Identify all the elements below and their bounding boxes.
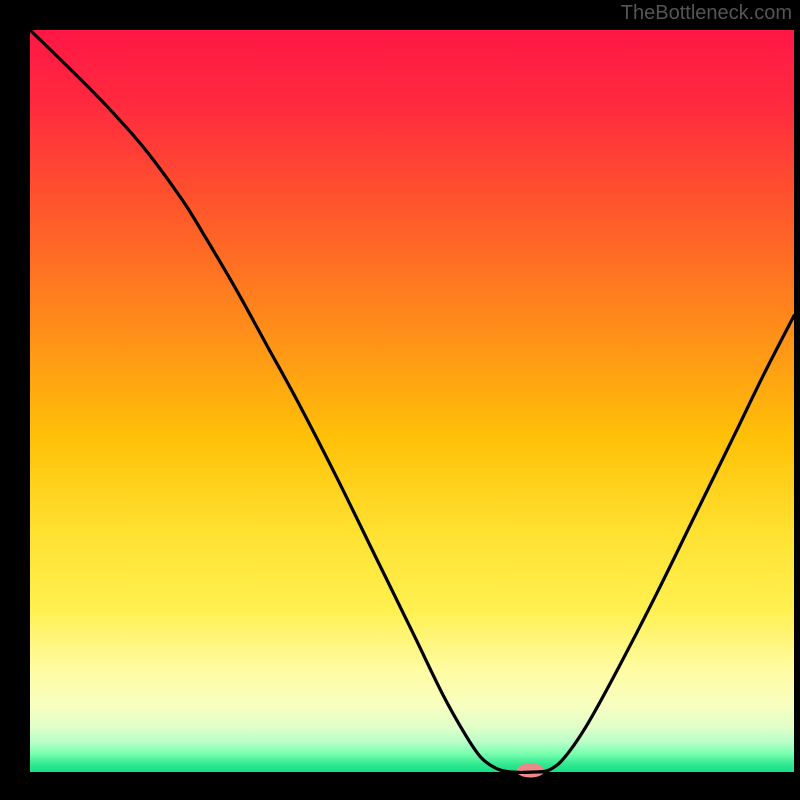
gradient-background <box>30 30 794 772</box>
chart-container: TheBottleneck.com <box>0 0 800 800</box>
watermark: TheBottleneck.com <box>621 2 792 25</box>
bottleneck-chart <box>0 0 800 800</box>
